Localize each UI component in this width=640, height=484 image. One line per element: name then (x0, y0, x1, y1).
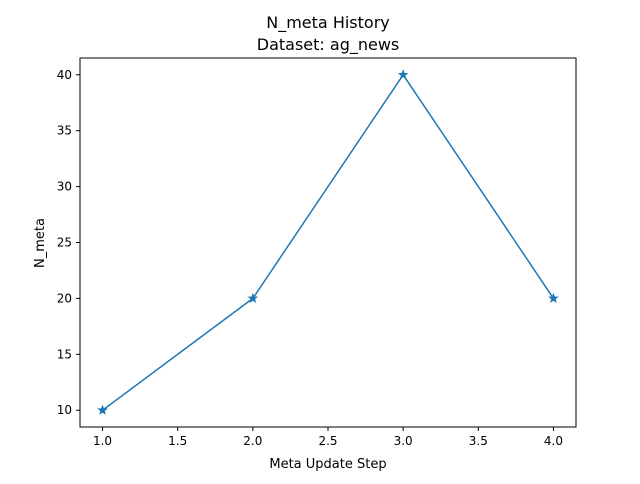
data-point-star (247, 292, 259, 303)
data-point-star (548, 292, 559, 303)
chart-title: N_meta History (266, 13, 389, 33)
y-tick-label: 15 (57, 347, 72, 361)
x-tick-label: 3.0 (394, 434, 413, 448)
data-point-star (97, 404, 108, 415)
y-tick-label: 30 (57, 180, 72, 194)
x-tick-label: 2.5 (318, 434, 337, 448)
series-group (97, 69, 559, 415)
axis-ticks: 1.0 1.5 2.0 2.5 3.0 3.5 4.0 10 15 20 25 30 35 40 (57, 68, 563, 448)
y-tick-label: 40 (57, 68, 72, 82)
x-tick-label: 1.5 (168, 434, 187, 448)
x-tick-label: 3.5 (469, 434, 488, 448)
x-tick-label: 1.0 (93, 434, 112, 448)
x-axis-label: Meta Update Step (269, 457, 386, 472)
data-point-star (397, 69, 409, 80)
chart-subtitle: Dataset: ag_news (257, 35, 400, 55)
x-tick-label: 4.0 (544, 434, 563, 448)
y-tick-label: 20 (57, 291, 72, 305)
plot-area-frame (79, 57, 577, 428)
y-tick-label: 25 (57, 236, 72, 250)
series-line (101, 74, 555, 412)
y-axis-label: N_meta (33, 218, 48, 268)
y-tick-label: 10 (57, 403, 72, 417)
y-tick-label: 35 (57, 124, 72, 138)
x-tick-label: 2.0 (243, 434, 262, 448)
